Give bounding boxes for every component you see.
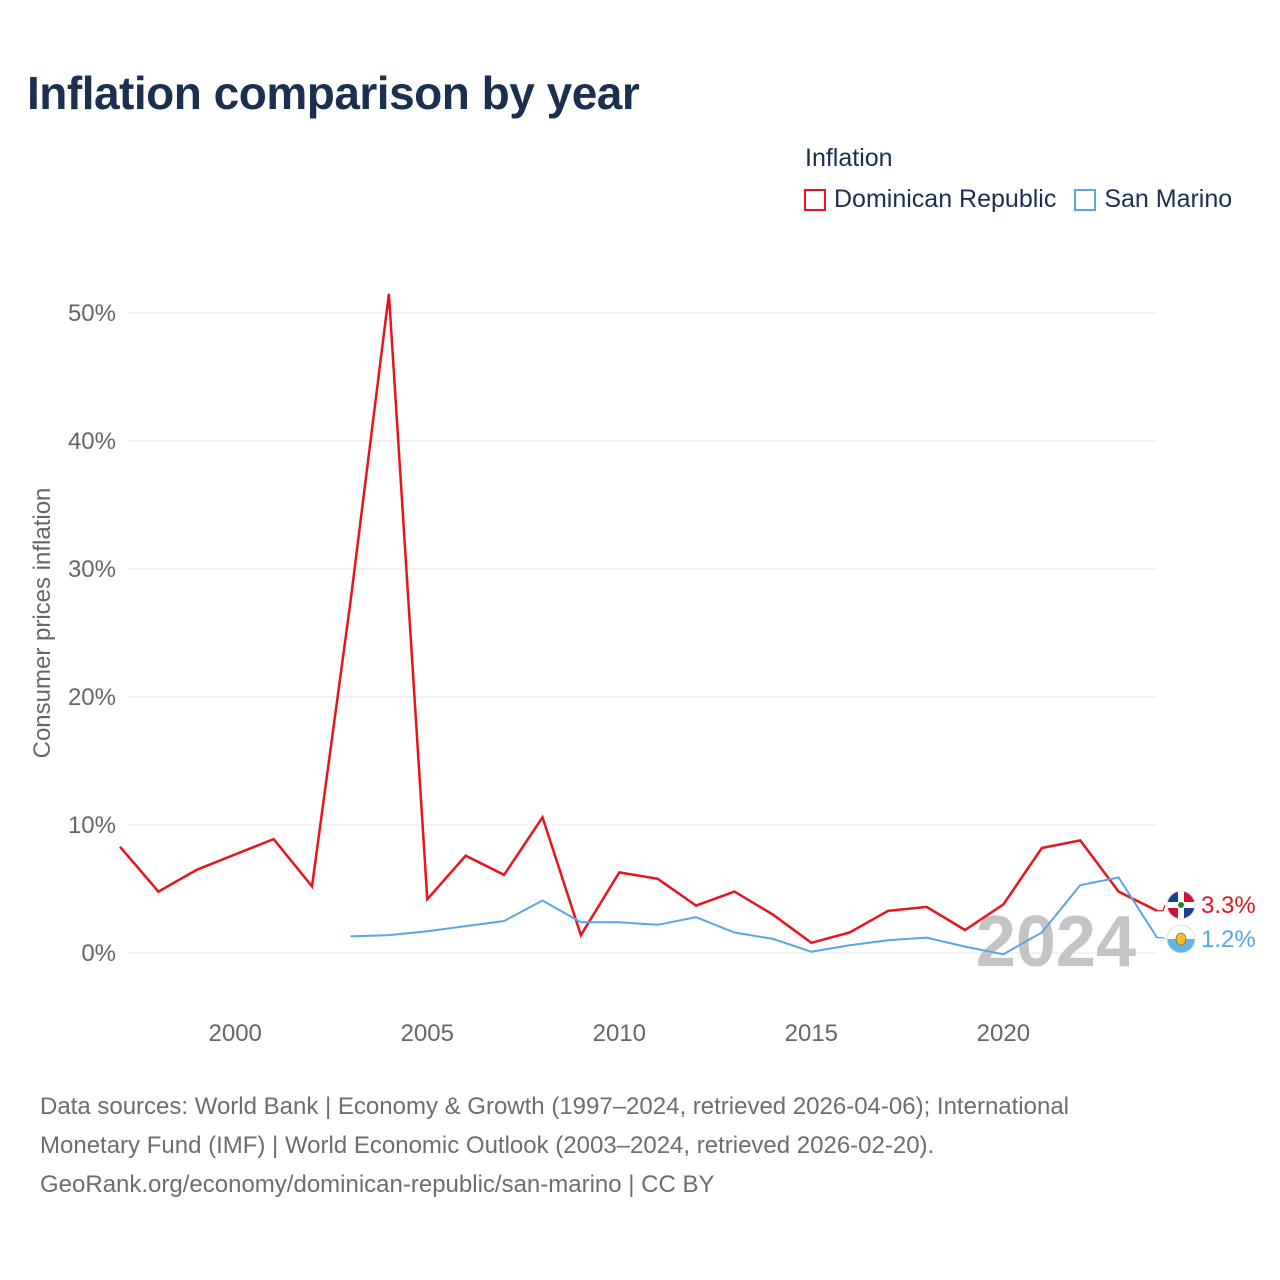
- data-point-dominican-republic: [808, 940, 814, 946]
- data-point-san-marino: [386, 932, 392, 938]
- data-point-dominican-republic: [386, 291, 392, 297]
- y-axis-ticks: 0% 10% 20% 30% 40% 50%: [68, 300, 116, 967]
- footer-sources-line-1: Data sources: World Bank | Economy & Gro…: [40, 1093, 1070, 1120]
- data-point-dominican-republic: [1116, 889, 1122, 895]
- end-label-san-marino: 1.2%: [1201, 926, 1256, 953]
- data-point-san-marino: [1000, 951, 1006, 957]
- data-point-dominican-republic: [770, 912, 776, 918]
- data-point-san-marino: [616, 919, 622, 925]
- chart-title: Inflation comparison by year: [27, 67, 640, 119]
- y-axis-label: Consumer prices inflation: [29, 488, 56, 759]
- data-point-san-marino: [847, 942, 853, 948]
- data-point-dominican-republic: [424, 896, 430, 902]
- end-label-connector-dominican-republic: [1157, 904, 1166, 912]
- footer: Data sources: World Bank | Economy & Gro…: [40, 1087, 1240, 1204]
- footer-sources-line-2: Monetary Fund (IMF) | World Economic Out…: [40, 1132, 935, 1159]
- legend: Dominican Republic San Marino: [804, 185, 1232, 214]
- legend-label-san-marino: San Marino: [1104, 185, 1233, 213]
- data-point-san-marino: [501, 918, 507, 924]
- data-point-dominican-republic: [232, 851, 238, 857]
- data-point-dominican-republic: [693, 903, 699, 909]
- data-point-dominican-republic: [155, 889, 161, 895]
- data-point-san-marino: [1116, 874, 1122, 880]
- data-point-san-marino: [808, 949, 814, 955]
- x-tick-label: 2005: [401, 1020, 454, 1047]
- x-tick-label: 2020: [977, 1020, 1030, 1047]
- legend-swatch-dominican-republic: [804, 188, 826, 211]
- data-point-san-marino: [539, 898, 545, 904]
- x-axis-ticks: 2000 2005 2010 2015 2020: [209, 1020, 1031, 1047]
- legend-label-dominican-republic: Dominican Republic: [834, 185, 1057, 213]
- data-point-dominican-republic: [616, 869, 622, 875]
- series-end-labels: 3.3% 1.2%: [1157, 890, 1256, 954]
- y-tick-label: 50%: [68, 300, 116, 327]
- data-point-dominican-republic: [194, 867, 200, 873]
- line-chart: 0% 10% 20% 30% 40% 50% 2000 2005 2010 2015 2020 2…: [29, 291, 1256, 1047]
- data-point-dominican-republic: [271, 836, 277, 842]
- y-tick-label: 30%: [68, 556, 116, 583]
- data-point-dominican-republic: [655, 876, 661, 882]
- series-line-san-marino: [350, 876, 1158, 956]
- legend-item-dominican-republic[interactable]: Dominican Republic: [804, 185, 1056, 214]
- data-point-dominican-republic: [117, 844, 123, 850]
- data-point-dominican-republic: [962, 927, 968, 933]
- x-tick-label: 2000: [209, 1020, 262, 1047]
- data-point-san-marino: [962, 944, 968, 950]
- data-point-dominican-republic: [1077, 837, 1083, 843]
- data-point-dominican-republic: [924, 904, 930, 910]
- data-point-dominican-republic: [578, 932, 584, 938]
- data-point-dominican-republic: [309, 883, 315, 889]
- san-marino-flag-icon: [1166, 924, 1196, 954]
- series-line-dominican-republic: [119, 293, 1158, 945]
- end-label-connector-san-marino: [1157, 937, 1166, 940]
- data-point-san-marino: [655, 922, 661, 928]
- data-point-san-marino: [1077, 882, 1083, 888]
- data-point-san-marino: [463, 923, 469, 929]
- y-tick-label: 20%: [68, 684, 116, 711]
- footer-attribution-link[interactable]: GeoRank.org/economy/dominican-republic/s…: [40, 1171, 715, 1198]
- data-point-dominican-republic: [501, 872, 507, 878]
- data-point-san-marino: [885, 937, 891, 943]
- data-point-dominican-republic: [463, 853, 469, 859]
- legend-swatch-san-marino: [1074, 188, 1097, 211]
- data-point-san-marino: [924, 935, 930, 941]
- data-point-dominican-republic: [1000, 901, 1006, 907]
- data-point-dominican-republic: [847, 930, 853, 936]
- gridlines: [128, 312, 1157, 954]
- legend-item-san-marino[interactable]: San Marino: [1074, 185, 1232, 214]
- data-point-san-marino: [770, 936, 776, 942]
- legend-title: Inflation: [805, 144, 893, 172]
- data-point-san-marino: [732, 930, 738, 936]
- data-point-dominican-republic: [885, 908, 891, 914]
- data-point-san-marino: [578, 919, 584, 925]
- data-point-san-marino: [347, 933, 353, 939]
- y-tick-label: 0%: [81, 940, 116, 967]
- dominican-republic-flag-icon: [1166, 890, 1196, 920]
- data-point-san-marino: [1039, 930, 1045, 936]
- end-label-dominican-republic: 3.3%: [1201, 892, 1256, 919]
- series-lines: [117, 291, 1158, 957]
- x-tick-label: 2015: [785, 1020, 838, 1047]
- y-tick-label: 40%: [68, 428, 116, 455]
- x-tick-label: 2010: [593, 1020, 646, 1047]
- data-point-dominican-republic: [347, 599, 353, 605]
- data-point-san-marino: [693, 914, 699, 920]
- y-tick-label: 10%: [68, 812, 116, 839]
- data-point-san-marino: [424, 928, 430, 934]
- data-point-dominican-republic: [539, 814, 545, 820]
- data-point-dominican-republic: [732, 889, 738, 895]
- data-point-dominican-republic: [1039, 845, 1045, 851]
